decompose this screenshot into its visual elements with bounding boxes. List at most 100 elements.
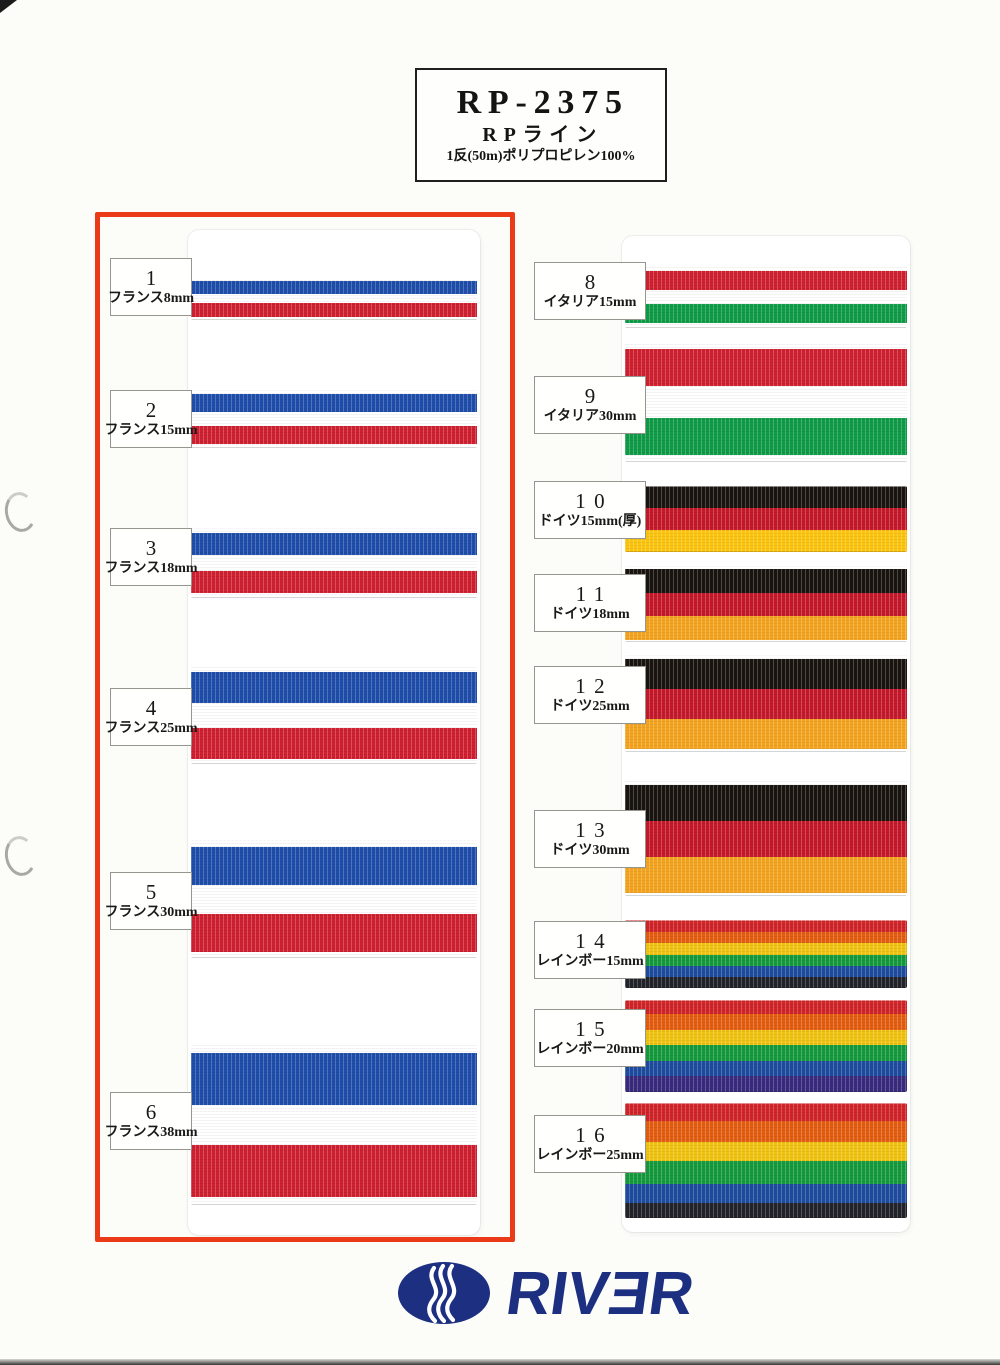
sample-number: 5 [145,880,157,904]
sample-size-label: フランス18mm [104,561,198,576]
sample-label-5: 5 フランス30mm [104,872,198,930]
ribbon-sample-12 [625,655,907,752]
sample-label-2: 2 フランス15mm [104,390,198,448]
ribbon-stripe [191,593,477,598]
ribbon-stripe [625,1121,907,1143]
product-title-box: RP-2375 RPライン 1反(50m)ポリプロピレン100% [415,68,667,182]
ribbon-sample-10 [625,486,907,552]
ribbon-stripe [191,390,477,395]
sample-number: 14 [575,929,614,953]
sample-size-label: レインボー25mm [536,1148,644,1163]
ribbon-stripe [191,759,477,764]
ribbon-stripe [625,749,907,752]
ribbon-stripe [625,323,907,328]
sample-number: 2 [145,398,157,422]
ribbon-sample-2 [191,390,477,448]
sample-number: 6 [145,1100,157,1124]
ribbon-stripe [625,1060,907,1077]
ribbon-sample-6 [191,1043,477,1205]
brand-wordmark: RIV E R [502,1258,698,1327]
ribbon-stripe [625,658,907,689]
ribbon-stripe [191,425,477,444]
ribbon-sample-1 [191,278,477,320]
ribbon-stripe [625,486,907,509]
ribbon-stripe [625,1160,907,1184]
ribbon-stripe [625,289,907,305]
ribbon-stripe [625,780,907,785]
sample-size-label: ドイツ15mm(厚) [538,514,642,529]
ribbon-stripe [625,530,907,552]
ribbon-stripe [191,1052,477,1105]
product-name: RPライン [482,124,604,147]
ribbon-stripe [191,1104,477,1146]
ribbon-stripe [191,528,477,533]
scan-corner-artifact [0,0,17,13]
ribbon-stripe [191,412,477,426]
sample-size-label: ドイツ25mm [550,699,630,714]
ribbon-sample-14 [625,920,907,988]
product-code: RP-2375 [456,83,629,121]
sample-label-13: 13 ドイツ30mm [534,810,646,868]
ribbon-stripe [625,417,907,455]
product-spec: 1反(50m)ポリプロピレン100% [446,149,636,165]
ribbon-stripe [625,943,907,955]
ribbon-stripe [191,294,477,303]
ribbon-stripe [625,1000,907,1014]
brand-prefix: RIV [502,1258,614,1327]
ribbon-stripe [625,569,907,593]
sample-label-1: 1 フランス8mm [108,258,194,316]
sample-size-label: フランス25mm [104,721,198,736]
ribbon-stripe [625,386,907,418]
brand-reversed-e: E [603,1258,655,1327]
ribbon-stripe [191,703,477,728]
ribbon-sample-15 [625,1000,907,1092]
ribbon-stripe [191,666,477,672]
ribbon-stripe [625,719,907,750]
ribbon-stripe [191,316,477,320]
ribbon-stripe [625,856,907,893]
sample-size-label: レインボー20mm [536,1042,644,1057]
ribbon-stripe [625,342,907,350]
sample-label-16: 16 レインボー25mm [534,1115,646,1173]
ribbon-stripe [191,1043,477,1053]
sample-number: 1 [145,266,157,290]
sample-size-label: レインボー15mm [536,954,644,969]
ribbon-stripe [191,840,477,848]
ribbon-sample-11 [625,566,907,642]
ribbon-stripe [625,1103,907,1122]
ribbon-stripe [625,1013,907,1031]
sample-label-8: 8 イタリア15mm [534,262,646,320]
ribbon-stripe [191,847,477,885]
ribbon-stripe [625,1142,907,1161]
ribbon-stripe [191,278,477,282]
river-logo-icon [398,1262,490,1324]
ribbon-stripe [625,266,907,271]
sample-label-11: 11 ドイツ18mm [534,574,646,632]
ribbon-stripe [191,554,477,572]
ribbon-stripe [625,820,907,857]
ribbon-stripe [191,671,477,704]
ribbon-stripe [625,616,907,640]
sample-label-3: 3 フランス18mm [104,528,198,586]
sample-label-10: 10 ドイツ15mm(厚) [534,481,646,539]
sample-size-label: ドイツ18mm [550,607,630,622]
sample-label-6: 6 フランス38mm [104,1092,198,1150]
sample-size-label: フランス38mm [104,1125,198,1140]
ribbon-stripe [191,884,477,915]
sample-label-9: 9 イタリア30mm [534,376,646,434]
ribbon-stripe [625,270,907,290]
ribbon-stripe [625,454,907,462]
ribbon-stripe [191,281,477,295]
hole-punch-top [1,489,40,535]
sample-number: 15 [575,1017,614,1041]
ribbon-stripe [625,892,907,896]
ribbon-stripe [625,1183,907,1204]
ribbon-stripe [191,302,477,317]
ribbon-sample-13 [625,780,907,896]
ribbon-sample-9 [625,342,907,462]
ribbon-stripe [625,954,907,967]
sample-number: 16 [575,1123,614,1147]
ribbon-stripe [191,532,477,555]
ribbon-sample-16 [625,1103,907,1218]
